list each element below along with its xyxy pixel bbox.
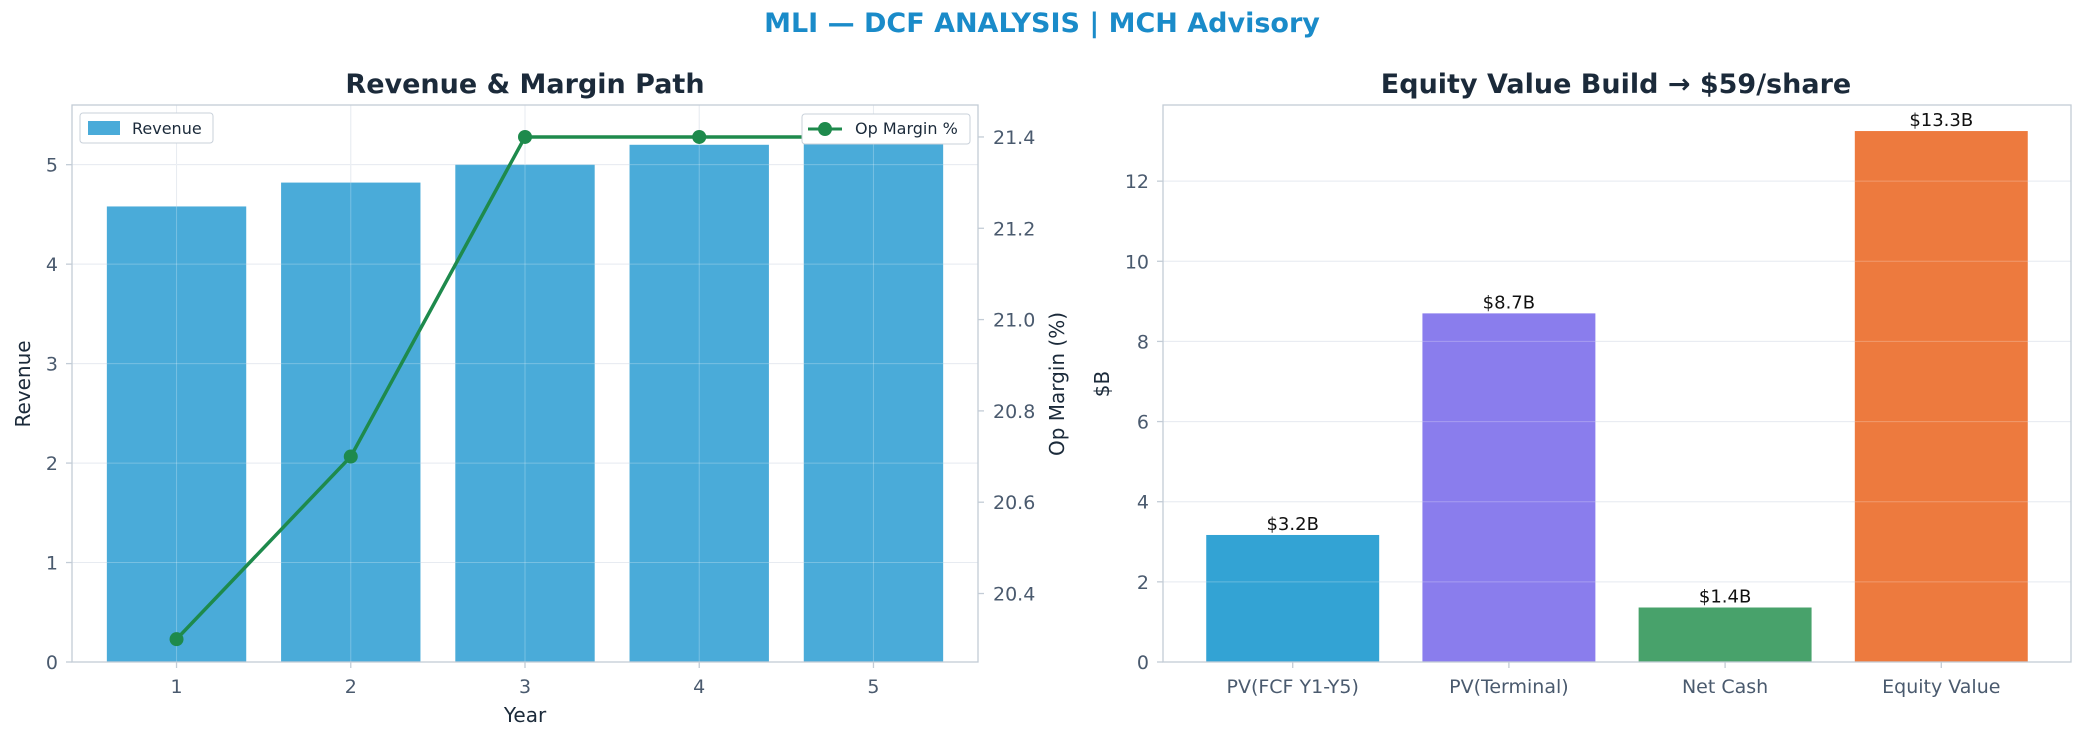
- equity-y-tick-label: 8: [1137, 331, 1149, 353]
- revenue-x-tick-label: 4: [693, 676, 705, 698]
- margin-y-tick-label: 21.0: [993, 310, 1035, 332]
- revenue-chart-title: Revenue & Margin Path: [345, 69, 704, 100]
- equity-y-tick-label: 0: [1137, 652, 1149, 674]
- equity-bar: [1854, 131, 2028, 663]
- equity-y-axis-label: $B: [1090, 371, 1114, 397]
- op-margin-point: [169, 632, 184, 647]
- equity-y-tick-label: 6: [1137, 412, 1149, 434]
- revenue-y-tick-label: 4: [46, 254, 58, 276]
- equity-x-tick-label: PV(FCF Y1-Y5): [1226, 676, 1358, 698]
- revenue-legend: Revenue: [79, 112, 214, 144]
- margin-y-tick-label: 20.6: [993, 492, 1035, 514]
- equity-plot-frame: [1162, 104, 2072, 663]
- revenue-bar: [455, 164, 595, 662]
- revenue-bar: [629, 144, 769, 663]
- equity-bar: [1206, 534, 1380, 662]
- margin-legend-label: Op Margin %: [855, 119, 958, 138]
- revenue-y-tick-label: 1: [46, 553, 58, 575]
- equity-bar: [1638, 607, 1812, 662]
- revenue-x-axis-label: Year: [503, 703, 547, 727]
- revenue-x-tick-label: 5: [867, 676, 879, 698]
- revenue-y-tick-label: 2: [46, 453, 58, 475]
- revenue-legend-swatch: [88, 121, 120, 135]
- equity-x-tick-label: Equity Value: [1882, 676, 2000, 698]
- revenue-bar: [281, 182, 421, 662]
- equity-bar: [1422, 313, 1596, 662]
- op-margin-point: [343, 449, 358, 464]
- equity-bar-value-label: $8.7B: [1483, 292, 1535, 313]
- revenue-x-tick-label: 3: [519, 676, 531, 698]
- revenue-legend-label: Revenue: [132, 119, 202, 138]
- margin-y-axis-label: Op Margin (%): [1045, 312, 1069, 456]
- equity-bar-value-label: $3.2B: [1266, 514, 1318, 535]
- revenue-bar: [106, 206, 247, 663]
- margin-y-tick-label: 20.8: [993, 401, 1035, 423]
- revenue-x-tick-label: 1: [170, 676, 182, 698]
- equity-y-tick-label: 2: [1137, 572, 1149, 594]
- revenue-x-tick-label: 2: [345, 676, 357, 698]
- revenue-y-tick-label: 0: [46, 652, 58, 674]
- equity-y-tick-label: 4: [1137, 492, 1149, 514]
- equity-x-tick-label: Net Cash: [1682, 676, 1768, 698]
- equity-bar-value-label: $1.4B: [1699, 587, 1751, 608]
- op-margin-point: [518, 129, 532, 144]
- revenue-bar: [803, 126, 944, 662]
- margin-y-tick-label: 21.2: [993, 218, 1035, 240]
- op-margin-point: [692, 129, 707, 144]
- margin-y-tick-label: 21.4: [993, 127, 1035, 149]
- revenue-y-tick-label: 5: [46, 155, 58, 177]
- equity-y-tick-label: 12: [1125, 171, 1149, 193]
- margin-legend-marker: [818, 122, 832, 136]
- revenue-y-tick-label: 3: [46, 354, 58, 376]
- equity-bar-value-label: $13.3B: [1909, 110, 1973, 131]
- revenue-y-axis-label: Revenue: [11, 340, 35, 427]
- equity-y-tick-label: 10: [1125, 251, 1149, 273]
- equity-chart-title: Equity Value Build → $59/share: [1381, 69, 1851, 100]
- margin-legend: Op Margin %: [801, 113, 971, 145]
- figure-title: MLI — DCF ANALYSIS | MCH Advisory: [764, 8, 1320, 39]
- equity-x-tick-label: PV(Terminal): [1449, 676, 1569, 698]
- margin-y-tick-label: 20.4: [993, 584, 1035, 606]
